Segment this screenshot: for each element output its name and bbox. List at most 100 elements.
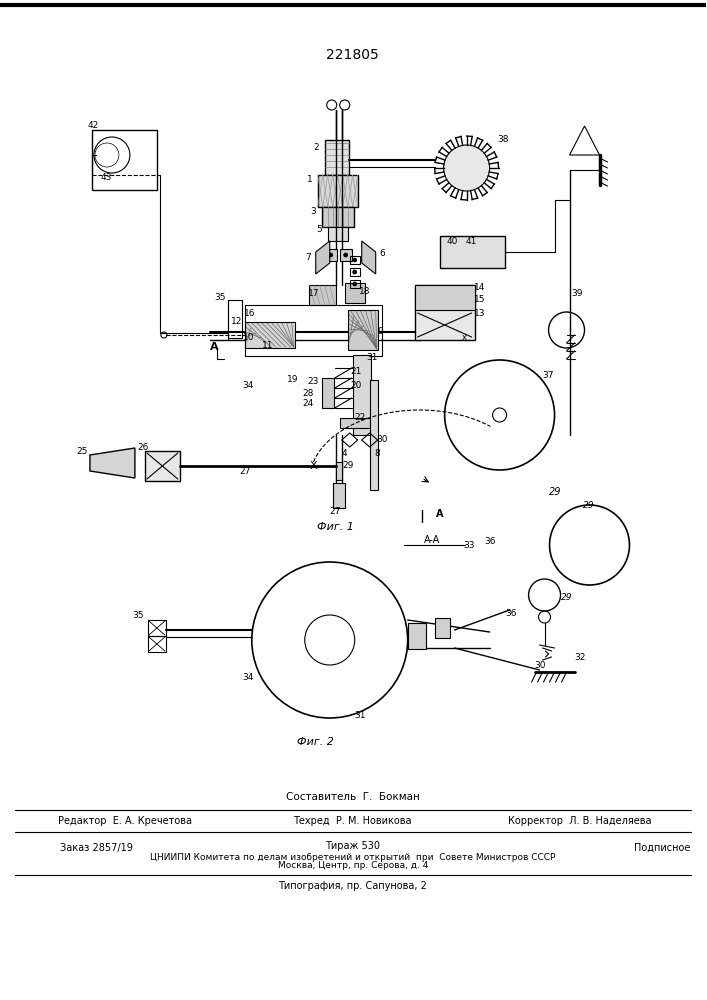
Text: 29: 29 [342,460,354,470]
Text: 29: 29 [549,487,562,497]
Polygon shape [90,448,135,478]
Text: 41: 41 [466,236,477,245]
Text: 4: 4 [342,450,348,458]
Bar [353,355,370,435]
Text: 21: 21 [350,367,361,376]
Text: 6: 6 [380,248,385,257]
Text: 42: 42 [87,120,98,129]
Bar [322,378,334,408]
Text: Корректор  Л. В. Наделяева: Корректор Л. В. Наделяева [508,816,651,826]
Text: 22: 22 [354,414,366,422]
Text: A-A: A-A [423,535,440,545]
Text: Техред  Р. М. Новикова: Техред Р. М. Новикова [293,816,412,826]
Text: 25: 25 [76,448,88,456]
Text: 36: 36 [484,538,496,546]
Bar [350,280,360,288]
Text: Тираж 530: Тираж 530 [325,841,380,851]
Text: 33: 33 [463,540,474,550]
Bar [350,268,360,276]
Text: Фиг. 1: Фиг. 1 [317,522,354,532]
Text: Редактор  Е. А. Кречетова: Редактор Е. А. Кречетова [58,816,192,826]
Bar [415,285,474,340]
Text: 221805: 221805 [327,48,379,62]
Text: 2: 2 [313,142,319,151]
Text: 14: 14 [474,282,485,292]
Text: Москва, Центр, пр. Серова, д. 4: Москва, Центр, пр. Серова, д. 4 [278,861,428,870]
Text: 29: 29 [561,593,572,602]
Bar [148,620,166,636]
Circle shape [353,270,357,274]
Text: 38: 38 [497,135,508,144]
Text: Подписное: Подписное [634,843,691,853]
Text: 7: 7 [305,252,310,261]
Text: X: X [310,461,317,471]
Bar [415,285,474,310]
Text: 27: 27 [329,508,340,516]
Text: 5: 5 [316,226,322,234]
Text: Заказ 2857/19: Заказ 2857/19 [60,843,133,853]
Text: A: A [436,509,443,519]
Text: 37: 37 [542,370,554,379]
Text: 31: 31 [366,354,378,362]
Text: 16: 16 [244,308,255,318]
Bar [440,236,505,268]
Text: 12: 12 [231,318,243,326]
Text: Фиг. 2: Фиг. 2 [298,737,334,747]
Bar [408,623,426,649]
Text: 34: 34 [242,674,254,682]
Circle shape [353,258,357,262]
Polygon shape [316,241,329,274]
Text: 32: 32 [574,652,585,662]
Bar [370,380,378,490]
Text: 24: 24 [302,399,313,408]
Bar [228,300,242,338]
Text: 15: 15 [474,294,486,304]
Text: 30: 30 [534,662,545,670]
Text: 28: 28 [302,388,313,397]
Text: 31: 31 [354,710,366,720]
Text: 17: 17 [308,288,320,298]
Text: ЦНИИПИ Комитета по делам изобретений и открытий  при  Совете Министров СССР: ЦНИИПИ Комитета по делам изобретений и о… [150,852,556,861]
Text: 13: 13 [474,310,486,318]
Bar [345,283,365,303]
Bar [148,636,166,652]
Text: 34: 34 [242,380,254,389]
Bar [340,418,370,428]
Text: 26: 26 [137,442,148,452]
Text: 30: 30 [376,436,387,444]
Text: 10: 10 [243,332,255,342]
Text: Составитель  Г.  Бокман: Составитель Г. Бокман [286,792,420,802]
Bar [328,227,348,241]
Circle shape [329,253,333,257]
Text: 23: 23 [307,377,318,386]
Text: x: x [462,332,467,342]
Circle shape [443,145,490,191]
Text: 35: 35 [132,611,144,620]
Text: 3: 3 [310,207,315,216]
Bar [348,310,378,350]
Text: 8: 8 [375,450,380,458]
Circle shape [353,282,357,286]
Text: 9: 9 [378,328,384,336]
Bar [333,483,345,508]
Text: 39: 39 [572,288,583,298]
Bar [325,249,337,261]
Text: 36: 36 [505,608,516,617]
Text: 19: 19 [287,375,298,384]
Bar [322,207,354,227]
Text: 43: 43 [100,174,112,182]
Text: 1: 1 [307,174,312,184]
Text: 29: 29 [583,500,595,510]
Bar [325,140,349,175]
Text: Типография, пр. Сапунова, 2: Типография, пр. Сапунова, 2 [279,881,427,891]
Text: 11: 11 [262,340,274,350]
Bar [340,249,351,261]
Text: 18: 18 [359,288,370,296]
Text: 40: 40 [447,236,458,245]
Bar [309,285,336,305]
Bar [245,322,295,348]
Text: A: A [210,342,218,352]
Bar [435,618,450,638]
Bar [350,256,360,264]
Text: 20: 20 [350,380,361,389]
